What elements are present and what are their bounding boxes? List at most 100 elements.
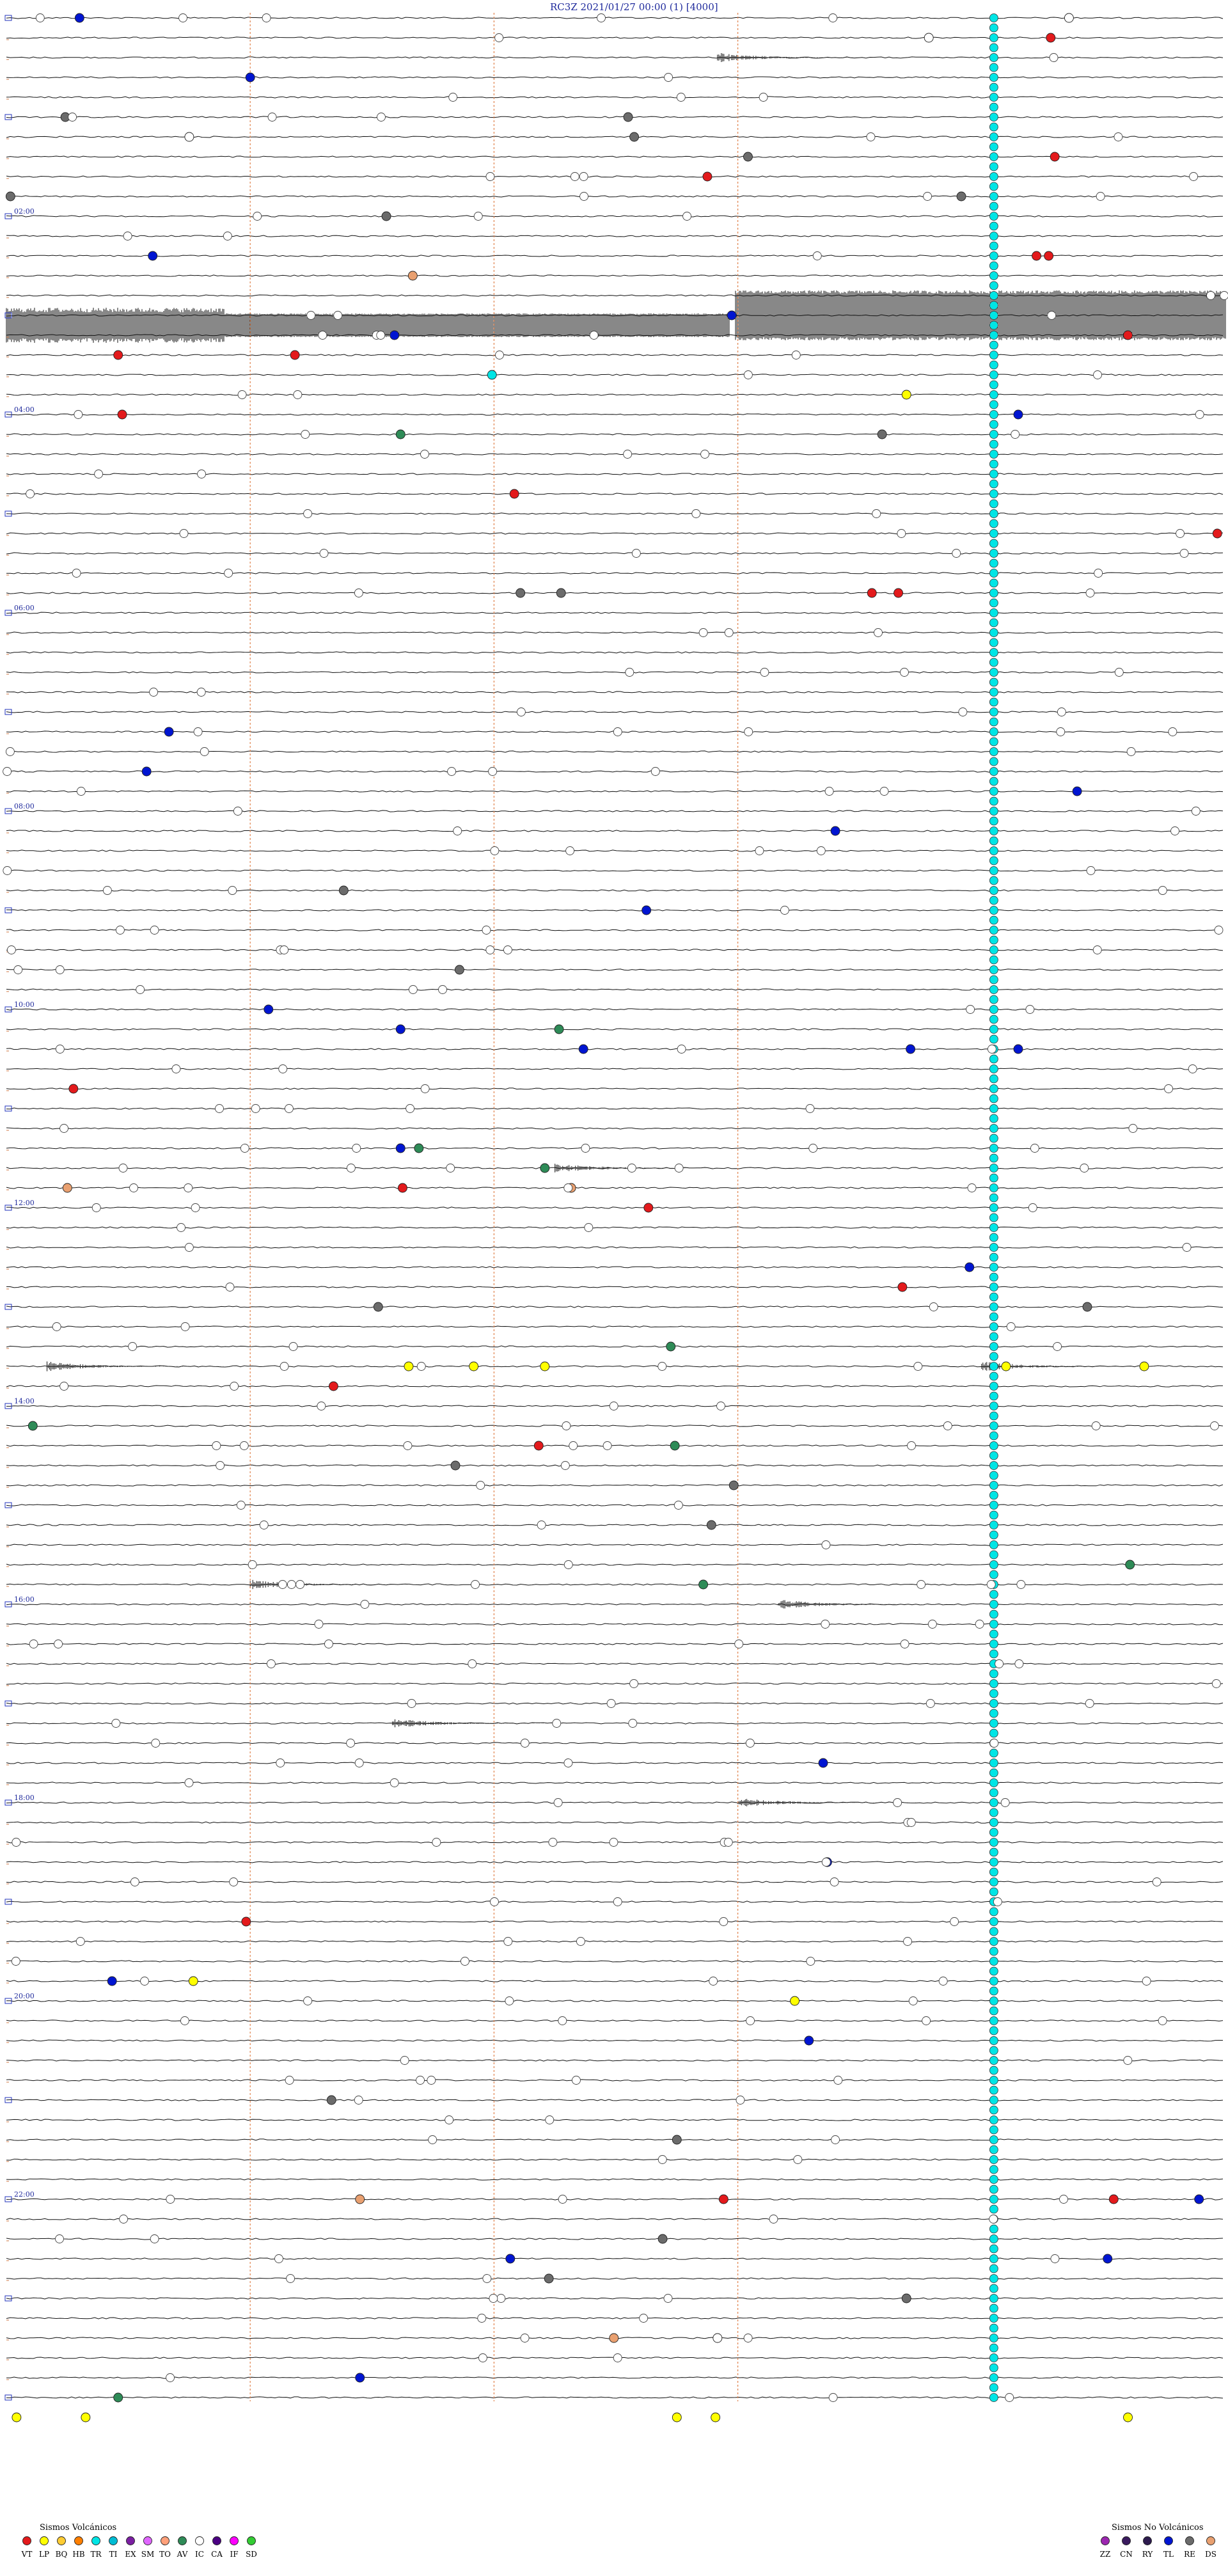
legend-label-if: IF [230, 2550, 238, 2559]
tremor-marker [989, 896, 998, 905]
event-marker-ic [11, 1957, 20, 1966]
trace-line [6, 1246, 1224, 1249]
tremor-marker [989, 876, 998, 885]
tremor-marker [989, 2165, 998, 2174]
event-marker-ic [236, 1501, 246, 1510]
hour-tick-box [4, 2394, 12, 2401]
trace-line [6, 2297, 1224, 2300]
event-marker-tl [264, 1004, 274, 1015]
event-marker-ic [563, 1183, 573, 1192]
tremor-marker [989, 1034, 998, 1044]
legend-swatch-zz [1101, 2536, 1110, 2545]
trace-line [6, 2396, 1224, 2399]
tremor-marker [989, 1481, 998, 1490]
event-marker-ic [1188, 1064, 1197, 1073]
event-marker-ic [184, 1183, 193, 1192]
event-marker-ic [520, 2334, 530, 2343]
legend-swatch-ic [195, 2536, 204, 2545]
event-marker-ic [1164, 1084, 1174, 1093]
tremor-marker [989, 658, 998, 667]
trace-line [6, 1524, 1224, 1526]
trace-line [6, 1425, 1224, 1427]
event-marker-ic [278, 1064, 288, 1073]
tremor-marker [989, 1649, 998, 1659]
event-marker-tl [906, 1044, 916, 1054]
event-marker-re [338, 885, 349, 896]
event-marker-ic [657, 2155, 667, 2164]
tremor-marker [989, 1164, 998, 1173]
event-marker-ic [490, 846, 500, 855]
event-marker-ic [745, 1739, 755, 1748]
event-marker-ic [293, 390, 303, 399]
event-marker-ic [793, 2155, 803, 2164]
event-marker-ic [922, 2016, 931, 2025]
event-marker-ic [769, 2215, 778, 2224]
tremor-marker [989, 450, 998, 459]
tremor-marker [989, 360, 998, 370]
tremor-marker [989, 747, 998, 756]
tremor-marker [989, 1689, 998, 1698]
event-marker-ic [760, 668, 769, 677]
event-marker-re [5, 191, 15, 201]
event-marker-tl [804, 2035, 814, 2046]
legend-swatch-tl [1164, 2536, 1173, 2545]
hour-tick-box [4, 1304, 12, 1310]
event-marker-ic [215, 1104, 224, 1113]
event-marker-ic [1182, 1243, 1192, 1252]
event-marker-ic [228, 886, 237, 895]
hour-tick-box [4, 411, 12, 418]
tremor-marker [989, 172, 998, 181]
legend-swatch-ti [109, 2536, 118, 2545]
trace-line [6, 552, 1224, 555]
event-marker-ic [1214, 926, 1224, 935]
event-marker-ic [700, 450, 710, 459]
event-marker-tl [1103, 2254, 1113, 2264]
event-marker-ic [560, 1461, 570, 1470]
event-marker-ic [301, 430, 310, 439]
legend-label-ex: EX [125, 2550, 136, 2559]
trace-line [6, 612, 1224, 614]
tremor-marker [989, 1193, 998, 1203]
event-marker-ic [55, 1045, 65, 1054]
event-marker-ic [140, 1977, 150, 1986]
event-marker-ic [986, 1580, 996, 1589]
event-marker-ic [482, 2274, 492, 2283]
event-marker-ic [833, 2076, 843, 2085]
tremor-marker [989, 251, 998, 260]
tremor-marker [989, 499, 998, 509]
event-marker-ic [68, 113, 77, 122]
event-marker-ic [346, 1164, 356, 1173]
event-marker-ic [1168, 727, 1177, 736]
event-marker-ic [94, 470, 104, 478]
event-marker-ic [1059, 2195, 1068, 2204]
tremor-marker [989, 1887, 998, 1897]
event-marker-ic [975, 1620, 984, 1629]
event-marker-ic [478, 2353, 487, 2362]
trace-line [6, 433, 1224, 436]
tremor-marker [989, 975, 998, 984]
tremor-marker [989, 1490, 998, 1500]
tremor-marker [989, 668, 998, 677]
event-marker-ic [223, 232, 232, 241]
event-marker-ic [274, 2254, 283, 2263]
tremor-marker [989, 113, 998, 122]
tremor-marker [989, 628, 998, 637]
event-marker-av [540, 1163, 550, 1173]
event-marker-ic [1028, 1203, 1037, 1212]
trace-line [6, 1504, 1224, 1506]
event-marker-ic [318, 331, 327, 340]
event-marker-ic [446, 1164, 455, 1173]
tremor-marker [989, 430, 998, 439]
event-marker-ic [473, 212, 483, 221]
event-marker-ic [545, 2115, 555, 2124]
tremor-marker [989, 1431, 998, 1441]
legend-label-hb: HB [72, 2550, 84, 2559]
trace-line [6, 1801, 1224, 1804]
tremor-marker [989, 1858, 998, 1867]
event-marker-vt [328, 1381, 338, 1391]
hour-tick-box [4, 1799, 12, 1806]
hour-tick-box [4, 1205, 12, 1211]
tremor-marker [989, 489, 998, 498]
tremor-marker [989, 578, 998, 588]
event-marker-ic [1011, 430, 1020, 439]
